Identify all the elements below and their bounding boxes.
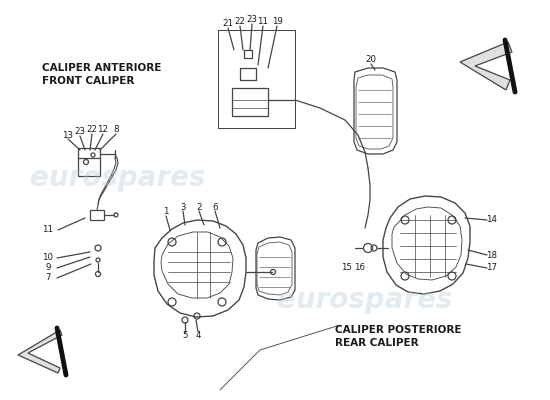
Text: 15: 15 xyxy=(342,264,353,272)
Text: 14: 14 xyxy=(487,216,498,224)
Text: 23: 23 xyxy=(74,128,85,136)
Text: 3: 3 xyxy=(180,202,186,212)
Text: 13: 13 xyxy=(63,130,74,140)
Text: 4: 4 xyxy=(195,332,201,340)
Text: 11: 11 xyxy=(257,18,268,26)
Text: 8: 8 xyxy=(113,126,119,134)
Text: 6: 6 xyxy=(212,202,218,212)
Text: 11: 11 xyxy=(42,226,53,234)
Text: 10: 10 xyxy=(42,254,53,262)
Text: CALIPER ANTERIORE: CALIPER ANTERIORE xyxy=(42,63,161,73)
Text: 22: 22 xyxy=(234,18,245,26)
Text: eurospares: eurospares xyxy=(277,286,453,314)
Text: 18: 18 xyxy=(487,250,498,260)
Text: 19: 19 xyxy=(272,18,283,26)
Text: 23: 23 xyxy=(246,16,257,24)
Text: eurospares: eurospares xyxy=(30,164,206,192)
Text: 17: 17 xyxy=(487,264,498,272)
Text: 2: 2 xyxy=(196,202,202,212)
Text: REAR CALIPER: REAR CALIPER xyxy=(335,338,419,348)
Text: 21: 21 xyxy=(223,20,234,28)
Text: 5: 5 xyxy=(182,332,188,340)
Text: FRONT CALIPER: FRONT CALIPER xyxy=(42,76,134,86)
Text: 7: 7 xyxy=(45,274,51,282)
Text: 1: 1 xyxy=(163,208,169,216)
Text: 12: 12 xyxy=(97,126,108,134)
Text: 16: 16 xyxy=(355,264,366,272)
Polygon shape xyxy=(460,42,512,90)
Text: 20: 20 xyxy=(366,56,377,64)
Text: CALIPER POSTERIORE: CALIPER POSTERIORE xyxy=(335,325,461,335)
Polygon shape xyxy=(18,330,62,373)
Text: 9: 9 xyxy=(45,264,51,272)
Text: 22: 22 xyxy=(86,126,97,134)
